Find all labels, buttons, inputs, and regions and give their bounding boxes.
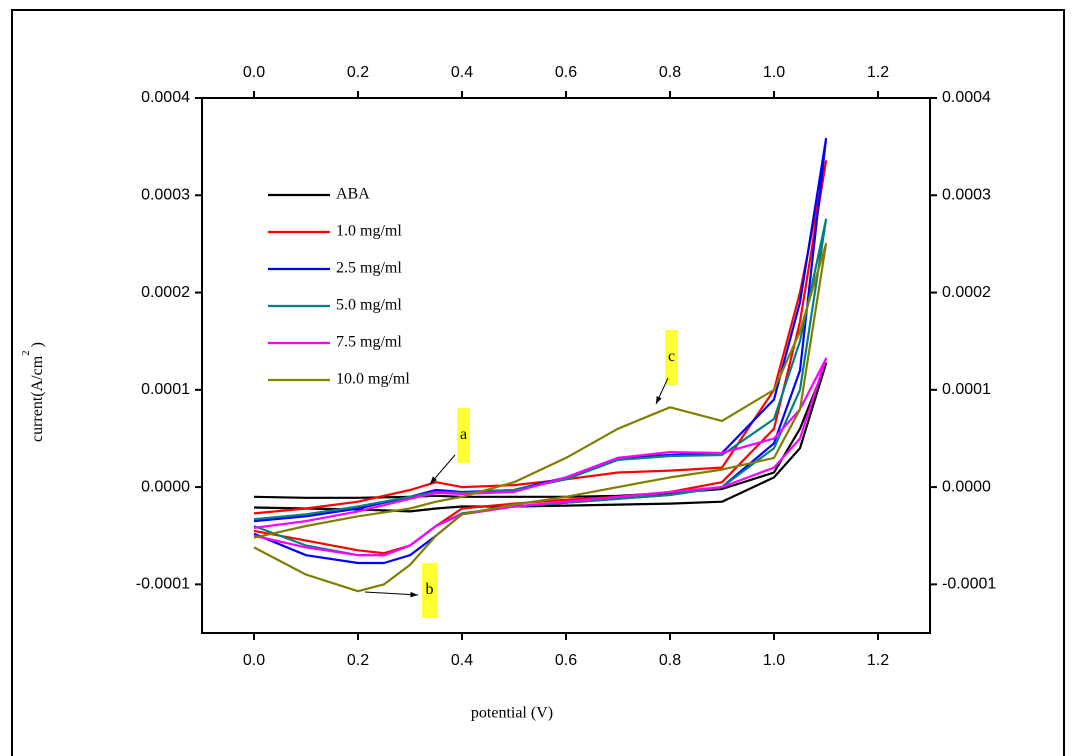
annotation-arrowhead <box>410 591 418 598</box>
annotation-label: c <box>668 348 675 365</box>
series-line <box>253 362 828 513</box>
y-tick-label-right: 0.0001 <box>942 381 991 398</box>
annotation-arrow <box>364 591 419 596</box>
series-line <box>253 137 828 565</box>
x-tick-label-top: 0.6 <box>555 64 577 81</box>
y-tick-label: -0.0001 <box>136 576 190 593</box>
x-tick-label: 0.6 <box>555 652 577 669</box>
y-tick-label: 0.0003 <box>141 186 190 203</box>
annotation-box <box>422 563 437 618</box>
x-tick-label: 1.2 <box>867 652 889 669</box>
series-line <box>253 357 828 557</box>
legend-label: ABA <box>336 186 370 203</box>
y-tick-label: 0.0002 <box>141 284 190 301</box>
y-axis-label-sup: 2 <box>20 350 32 356</box>
y-tick-label-right: -0.0001 <box>942 576 996 593</box>
x-tick-label: 0.8 <box>659 652 681 669</box>
page-frame <box>11 9 1065 756</box>
x-tick-label-top: 0.4 <box>451 64 473 81</box>
x-tick-label: 0.4 <box>451 652 473 669</box>
y-axis-label-text: current(A/cm <box>29 355 46 442</box>
y-tick-label-right: 0.0002 <box>942 284 991 301</box>
x-axis-label: potential (V) <box>471 705 553 722</box>
annotation-arrowhead <box>430 476 437 484</box>
y-axis-label: current(A/cm2) <box>20 342 46 442</box>
legend-label: 2.5 mg/ml <box>336 260 402 277</box>
annotation-arrowhead <box>656 396 662 404</box>
legend-label: 7.5 mg/ml <box>336 334 402 351</box>
annotation-label: b <box>426 581 434 598</box>
annotation-box <box>457 408 470 463</box>
y-tick-label-right: 0.0003 <box>942 186 991 203</box>
legend-label: 1.0 mg/ml <box>336 223 402 240</box>
legend-label: 10.0 mg/ml <box>336 371 410 388</box>
x-tick-label: 1.0 <box>763 652 785 669</box>
legend-label: 5.0 mg/ml <box>336 297 402 314</box>
series-line <box>253 242 828 593</box>
y-tick-label: 0.0001 <box>141 381 190 398</box>
x-tick-label-top: 0.8 <box>659 64 681 81</box>
x-tick-label: 0.0 <box>243 652 265 669</box>
x-tick-label-top: 1.0 <box>763 64 785 81</box>
y-tick-label: 0.0004 <box>141 89 190 106</box>
x-tick-label-top: 1.2 <box>867 64 889 81</box>
x-tick-label-top: 0.2 <box>347 64 369 81</box>
y-axis-label-suffix: ) <box>29 342 46 347</box>
y-tick-label-right: 0.0004 <box>942 89 991 106</box>
annotation-box <box>665 330 678 385</box>
y-tick-label: 0.0000 <box>141 478 190 495</box>
x-tick-label-top: 0.0 <box>243 64 265 81</box>
annotation-label: a <box>460 426 467 443</box>
y-tick-label-right: 0.0000 <box>942 478 991 495</box>
x-tick-label: 0.2 <box>347 652 369 669</box>
